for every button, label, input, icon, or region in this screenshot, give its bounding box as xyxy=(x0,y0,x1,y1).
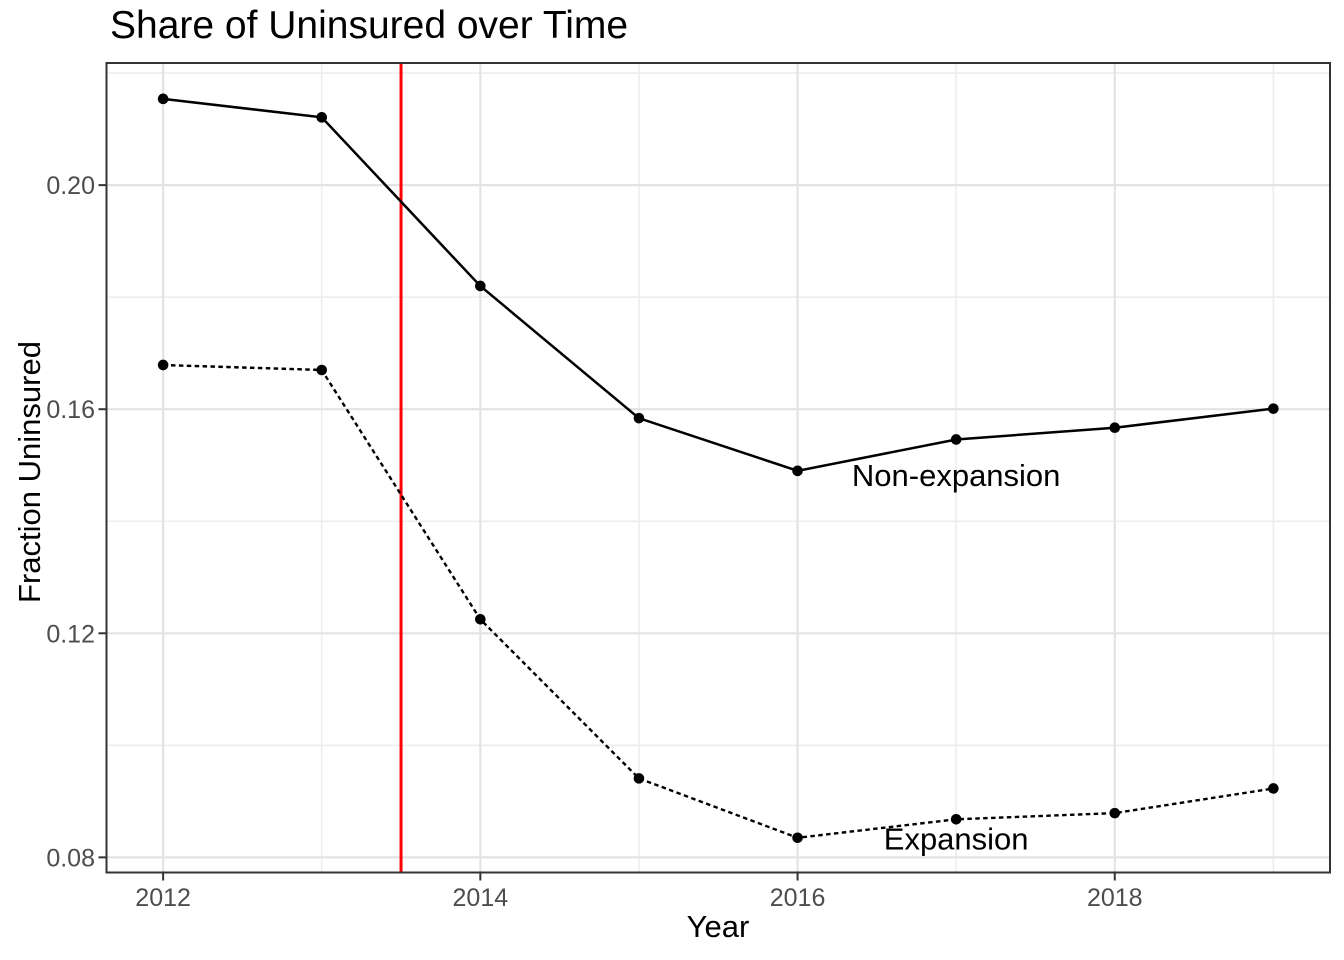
series-line-expansion xyxy=(163,363,1274,840)
y-tick-label: 0.20 xyxy=(46,172,95,200)
series-line-non-expansion xyxy=(162,97,1274,473)
data-point-non-expansion xyxy=(1109,422,1121,433)
data-point-non-expansion xyxy=(157,93,169,105)
y-tick-label: 0.16 xyxy=(46,396,95,424)
panel-border xyxy=(105,62,1331,874)
x-axis-title: Year xyxy=(686,909,750,944)
x-tick-label: 2014 xyxy=(453,884,509,912)
chart-title: Share of Uninsured over Time xyxy=(110,4,629,47)
data-point-expansion xyxy=(475,613,486,625)
y-axis-title: Fraction Uninsured xyxy=(12,341,47,603)
data-point-expansion xyxy=(950,813,962,825)
data-point-expansion xyxy=(316,364,328,376)
data-point-non-expansion xyxy=(316,112,328,123)
x-tick-label: 2012 xyxy=(135,884,191,912)
series-label-expansion: Expansion xyxy=(884,821,1029,856)
data-point-expansion xyxy=(1109,807,1121,819)
x-tick-label: 2018 xyxy=(1087,884,1143,912)
data-point-expansion xyxy=(157,359,169,371)
series-label-non-expansion: Non-expansion xyxy=(852,458,1061,493)
data-point-non-expansion xyxy=(792,465,803,477)
data-point-non-expansion xyxy=(950,434,962,445)
data-point-non-expansion xyxy=(633,412,645,424)
y-tick-label: 0.08 xyxy=(46,844,95,872)
data-point-expansion xyxy=(633,773,645,784)
data-point-non-expansion xyxy=(1268,403,1279,414)
data-point-expansion xyxy=(792,832,803,844)
y-tick-label: 0.12 xyxy=(46,620,95,648)
data-point-expansion xyxy=(1268,783,1279,794)
data-point-non-expansion xyxy=(475,280,486,292)
x-tick-label: 2016 xyxy=(770,884,826,912)
